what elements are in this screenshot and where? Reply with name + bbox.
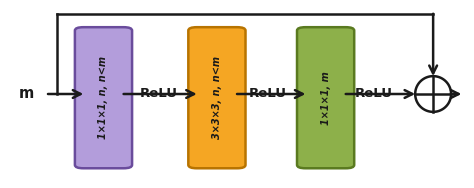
Text: ReLU: ReLU bbox=[140, 87, 178, 101]
Text: 3×3×3, n, n<m: 3×3×3, n, n<m bbox=[212, 56, 222, 139]
FancyBboxPatch shape bbox=[188, 27, 246, 168]
Text: ReLU: ReLU bbox=[249, 87, 287, 101]
Text: ReLU: ReLU bbox=[355, 87, 393, 101]
FancyBboxPatch shape bbox=[297, 27, 354, 168]
Text: m: m bbox=[19, 86, 34, 102]
Text: 1×1×1, m: 1×1×1, m bbox=[320, 71, 330, 125]
FancyBboxPatch shape bbox=[75, 27, 132, 168]
Text: 1×1×1, n, n<m: 1×1×1, n, n<m bbox=[99, 56, 109, 139]
